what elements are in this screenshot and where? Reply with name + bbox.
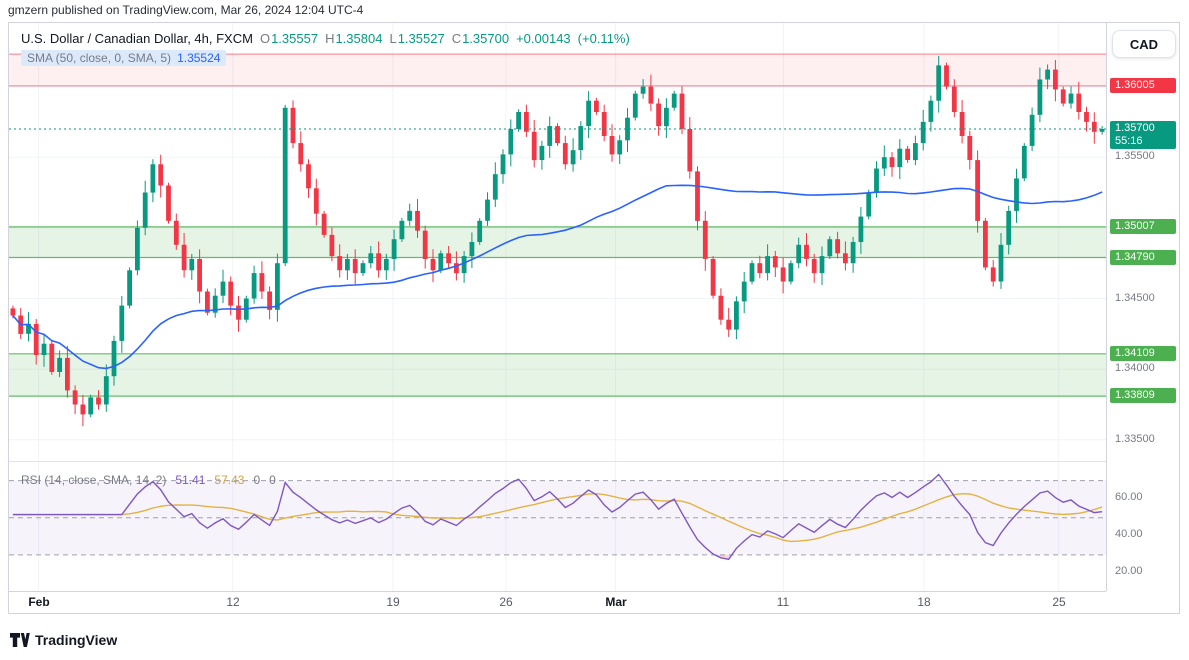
bar-countdown: 55:16 [1115, 135, 1143, 147]
price-axis-label: 1.33500 [1115, 433, 1155, 445]
rsi-line[interactable] [12, 473, 1103, 561]
tradingview-wordmark: TradingView [35, 632, 118, 648]
open-value: O 1.35557 [259, 31, 319, 46]
rsi-band-value-1: 0 [253, 473, 261, 487]
price-level-badge[interactable]: 1.36005 [1110, 78, 1176, 93]
tradingview-logo-icon [10, 633, 30, 647]
attribution-text: gmzern published on TradingView.com, Mar… [8, 3, 364, 17]
rsi-axis-label: 40.00 [1115, 528, 1143, 540]
rsi-label: RSI (14, close, SMA, 14, 2) [21, 473, 167, 487]
tradingview-watermark[interactable]: TradingView [10, 632, 117, 648]
price-axis-label: 1.34000 [1115, 362, 1155, 374]
support-zone[interactable] [9, 353, 1106, 397]
time-axis[interactable]: Feb 12 19 26 Mar 11 18 25 [9, 591, 1106, 613]
price-axis[interactable]: 1.35500 1.34500 1.34000 1.33500 1.36005 1.350… [1106, 23, 1179, 591]
candlesticks [10, 55, 1105, 427]
time-axis-label: 18 [917, 595, 931, 609]
close-value: C 1.35700 [451, 31, 510, 46]
rsi-legend-row[interactable]: RSI (14, close, SMA, 14, 2) 51.41 57.43 … [21, 473, 276, 487]
symbol-title: U.S. Dollar / Canadian Dollar, 4h, FXCM [21, 31, 253, 46]
time-axis-label: Mar [605, 595, 627, 609]
sma-legend-row[interactable]: SMA (50, close, 0, SMA, 5) 1.35524 [21, 50, 227, 66]
rsi-chart-svg [9, 462, 1106, 592]
current-price-badge[interactable]: 1.35700 55:16 [1110, 121, 1176, 149]
price-level-badge[interactable]: 1.33809 [1110, 388, 1176, 403]
time-axis-label: Feb [28, 595, 50, 609]
rsi-ma-value: 57.43 [214, 473, 245, 487]
price-level-badge[interactable]: 1.35007 [1110, 219, 1176, 234]
price-legend: U.S. Dollar / Canadian Dollar, 4h, FXCM … [21, 31, 630, 66]
time-axis-label: 11 [776, 595, 790, 609]
price-level-badge[interactable]: 1.34109 [1110, 346, 1176, 361]
rsi-value: 51.41 [175, 473, 206, 487]
sma-line[interactable] [12, 184, 1103, 370]
currency-cad-button[interactable]: CAD [1112, 30, 1176, 58]
rsi-axis-label: 20.00 [1115, 565, 1143, 577]
rsi-oversold-fill [714, 554, 732, 560]
change-value: +0.00143 [516, 31, 571, 46]
time-axis-label: 19 [386, 595, 400, 609]
price-pane[interactable]: U.S. Dollar / Canadian Dollar, 4h, FXCM … [9, 23, 1106, 461]
chart-container: U.S. Dollar / Canadian Dollar, 4h, FXCM … [8, 22, 1180, 614]
current-price-value: 1.35700 [1115, 122, 1155, 134]
sma-label: SMA (50, close, 0, SMA, 5) [27, 51, 172, 65]
rsi-band-value-2: 0 [269, 473, 276, 487]
time-axis-label: 12 [226, 595, 240, 609]
high-value: H 1.35804 [325, 31, 383, 46]
rsi-pane[interactable]: RSI (14, close, SMA, 14, 2) 51.41 57.43 … [9, 461, 1106, 592]
price-axis-label: 1.34500 [1115, 292, 1155, 304]
price-chart-svg [9, 23, 1106, 461]
time-axis-label: 25 [1052, 595, 1066, 609]
price-axis-label: 1.35500 [1115, 150, 1155, 162]
change-percent: (+0.11%) [577, 31, 630, 46]
low-value: L 1.35527 [389, 31, 445, 46]
price-level-badge[interactable]: 1.34790 [1110, 250, 1176, 265]
time-axis-label: 26 [499, 595, 513, 609]
symbol-legend-row[interactable]: U.S. Dollar / Canadian Dollar, 4h, FXCM … [21, 31, 630, 46]
sma-value: 1.35524 [177, 51, 221, 65]
rsi-axis-label: 60.00 [1115, 491, 1143, 503]
